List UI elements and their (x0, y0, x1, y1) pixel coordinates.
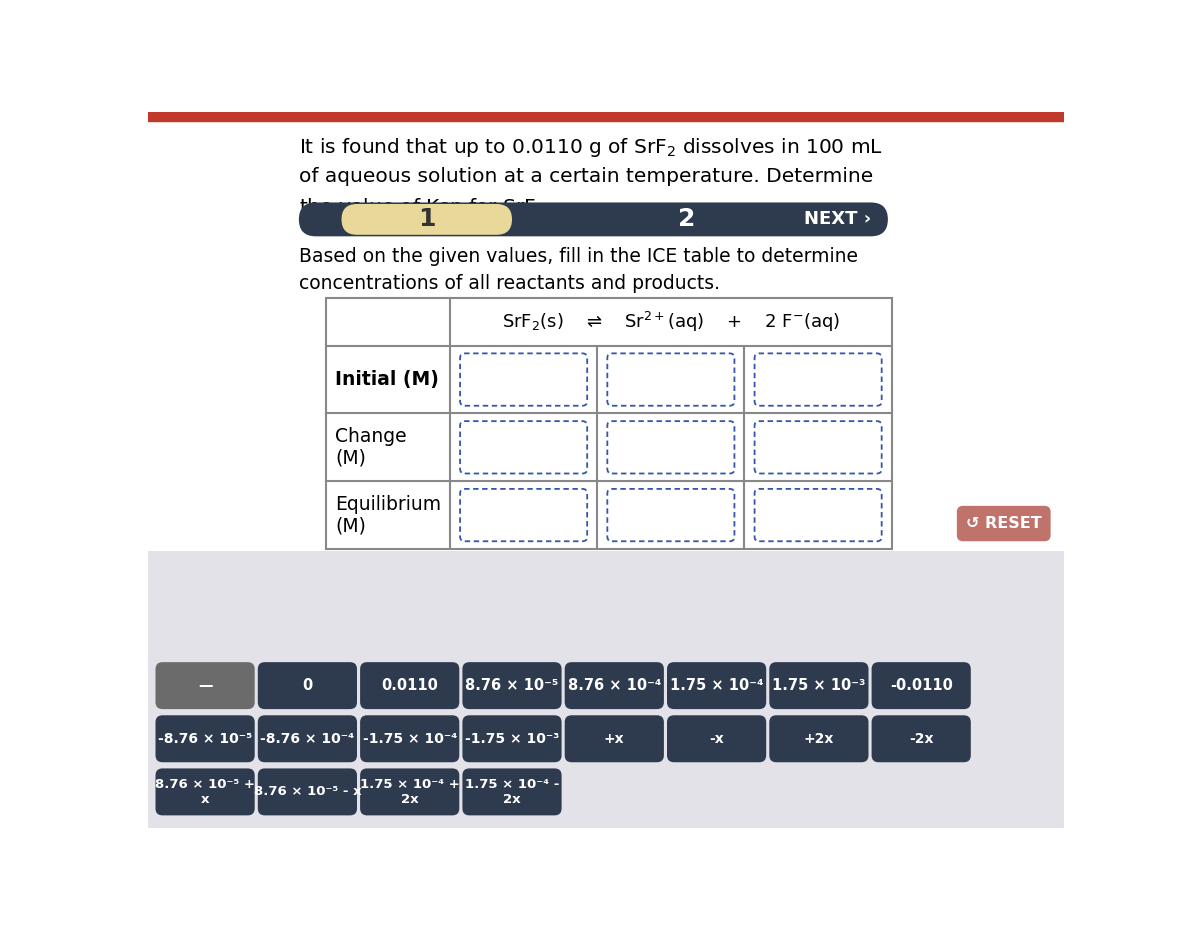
FancyBboxPatch shape (754, 421, 882, 473)
Text: +x: +x (604, 732, 624, 746)
Text: Based on the given values, fill in the ICE table to determine
concentrations of : Based on the given values, fill in the I… (299, 247, 858, 293)
Text: —: — (197, 678, 213, 693)
Text: 2: 2 (677, 207, 695, 232)
Text: Equilibrium
(M): Equilibrium (M) (336, 495, 441, 536)
Text: -x: -x (709, 732, 723, 746)
Text: 0: 0 (303, 678, 312, 693)
Text: +2x: +2x (804, 732, 834, 746)
Text: -8.76 × 10⁻⁵: -8.76 × 10⁻⁵ (158, 732, 252, 746)
Text: 8.76 × 10⁻⁵ +
x: 8.76 × 10⁻⁵ + x (155, 777, 255, 806)
FancyBboxPatch shape (754, 489, 882, 541)
FancyBboxPatch shape (460, 421, 587, 473)
FancyBboxPatch shape (361, 662, 460, 709)
Text: -8.76 × 10⁻⁴: -8.76 × 10⁻⁴ (260, 732, 355, 746)
FancyBboxPatch shape (258, 662, 357, 709)
Bar (326, 298, 891, 549)
FancyBboxPatch shape (156, 715, 254, 763)
Bar (148, 112, 1064, 121)
Bar (148, 551, 1064, 828)
Text: 1.75 × 10⁻³: 1.75 × 10⁻³ (772, 678, 865, 693)
Text: -2x: -2x (909, 732, 934, 746)
Text: 8.76 × 10⁻⁵: 8.76 × 10⁻⁵ (466, 678, 559, 693)
Text: 8.76 × 10⁻⁵ - x: 8.76 × 10⁻⁵ - x (254, 786, 362, 798)
Text: 1: 1 (418, 207, 435, 232)
Text: 1.75 × 10⁻⁴ +
2x: 1.75 × 10⁻⁴ + 2x (359, 777, 460, 806)
Text: -0.0110: -0.0110 (890, 678, 953, 693)
FancyBboxPatch shape (361, 715, 460, 763)
FancyBboxPatch shape (769, 662, 869, 709)
Text: 1.75 × 10⁻⁴: 1.75 × 10⁻⁴ (670, 678, 764, 693)
FancyBboxPatch shape (608, 489, 734, 541)
Text: NEXT ›: NEXT › (804, 210, 871, 229)
FancyBboxPatch shape (871, 715, 970, 763)
FancyBboxPatch shape (957, 506, 1051, 541)
FancyBboxPatch shape (460, 353, 587, 405)
FancyBboxPatch shape (754, 353, 882, 405)
Text: Change
(M): Change (M) (336, 427, 407, 468)
FancyBboxPatch shape (667, 662, 766, 709)
FancyBboxPatch shape (565, 715, 664, 763)
Text: ↺ RESET: ↺ RESET (966, 516, 1041, 531)
FancyBboxPatch shape (871, 662, 970, 709)
Text: Initial (M): Initial (M) (336, 370, 440, 389)
FancyBboxPatch shape (299, 203, 888, 236)
FancyBboxPatch shape (258, 768, 357, 816)
FancyBboxPatch shape (608, 353, 734, 405)
Text: -1.75 × 10⁻⁴: -1.75 × 10⁻⁴ (363, 732, 457, 746)
Text: 0.0110: 0.0110 (382, 678, 439, 693)
Text: SrF$_2$(s)    ⇌    Sr$^{2+}$(aq)    +    2 F$^{-}$(aq): SrF$_2$(s) ⇌ Sr$^{2+}$(aq) + 2 F$^{-}$(a… (502, 310, 840, 334)
Text: It is found that up to 0.0110 g of SrF$_2$ dissolves in 100 mL
of aqueous soluti: It is found that up to 0.0110 g of SrF$_… (299, 136, 883, 219)
FancyBboxPatch shape (460, 489, 587, 541)
FancyBboxPatch shape (462, 662, 561, 709)
FancyBboxPatch shape (667, 715, 766, 763)
FancyBboxPatch shape (565, 662, 664, 709)
Text: -1.75 × 10⁻³: -1.75 × 10⁻³ (465, 732, 559, 746)
FancyBboxPatch shape (769, 715, 869, 763)
FancyBboxPatch shape (462, 768, 561, 816)
FancyBboxPatch shape (156, 662, 254, 709)
FancyBboxPatch shape (608, 421, 734, 473)
Text: 8.76 × 10⁻⁴: 8.76 × 10⁻⁴ (567, 678, 661, 693)
FancyBboxPatch shape (258, 715, 357, 763)
FancyBboxPatch shape (342, 204, 512, 234)
FancyBboxPatch shape (156, 768, 254, 816)
FancyBboxPatch shape (361, 768, 460, 816)
FancyBboxPatch shape (462, 715, 561, 763)
Text: 1.75 × 10⁻⁴ -
2x: 1.75 × 10⁻⁴ - 2x (465, 777, 559, 806)
